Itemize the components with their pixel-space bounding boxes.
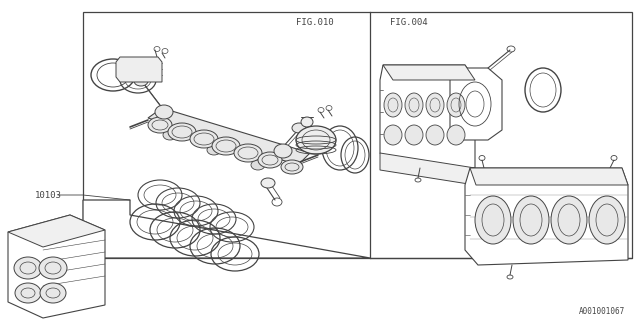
Text: FIG.004: FIG.004 [390, 18, 428, 27]
Ellipse shape [589, 196, 625, 244]
Ellipse shape [405, 93, 423, 117]
Ellipse shape [212, 137, 240, 155]
Ellipse shape [234, 144, 262, 162]
Ellipse shape [384, 125, 402, 145]
Ellipse shape [281, 160, 303, 174]
Ellipse shape [292, 123, 306, 133]
Ellipse shape [551, 196, 587, 244]
Ellipse shape [14, 257, 42, 279]
Ellipse shape [148, 117, 172, 133]
Ellipse shape [301, 117, 313, 127]
Polygon shape [380, 153, 475, 185]
Polygon shape [383, 65, 475, 80]
Ellipse shape [405, 125, 423, 145]
Ellipse shape [384, 93, 402, 117]
Polygon shape [148, 108, 310, 165]
Ellipse shape [513, 196, 549, 244]
Ellipse shape [426, 125, 444, 145]
Polygon shape [8, 215, 105, 318]
Ellipse shape [296, 126, 336, 154]
Text: 10103: 10103 [35, 190, 62, 199]
Polygon shape [116, 57, 162, 82]
Polygon shape [465, 168, 628, 265]
Ellipse shape [134, 76, 148, 86]
Ellipse shape [39, 257, 67, 279]
Ellipse shape [40, 283, 66, 303]
Ellipse shape [207, 145, 221, 155]
Polygon shape [380, 65, 475, 168]
Polygon shape [83, 200, 370, 258]
Polygon shape [470, 168, 628, 185]
Ellipse shape [168, 123, 196, 141]
Ellipse shape [426, 93, 444, 117]
Ellipse shape [155, 105, 173, 119]
Bar [83, 12, 632, 258]
Ellipse shape [447, 93, 465, 117]
Polygon shape [8, 215, 105, 247]
Ellipse shape [475, 196, 511, 244]
Ellipse shape [258, 152, 282, 168]
Ellipse shape [274, 144, 292, 158]
Text: A001001067: A001001067 [579, 308, 625, 316]
Ellipse shape [261, 178, 275, 188]
Ellipse shape [447, 125, 465, 145]
Ellipse shape [163, 130, 177, 140]
Ellipse shape [15, 283, 41, 303]
Ellipse shape [251, 160, 265, 170]
Ellipse shape [190, 130, 218, 148]
Text: FIG.010: FIG.010 [296, 18, 334, 27]
Polygon shape [450, 68, 502, 140]
